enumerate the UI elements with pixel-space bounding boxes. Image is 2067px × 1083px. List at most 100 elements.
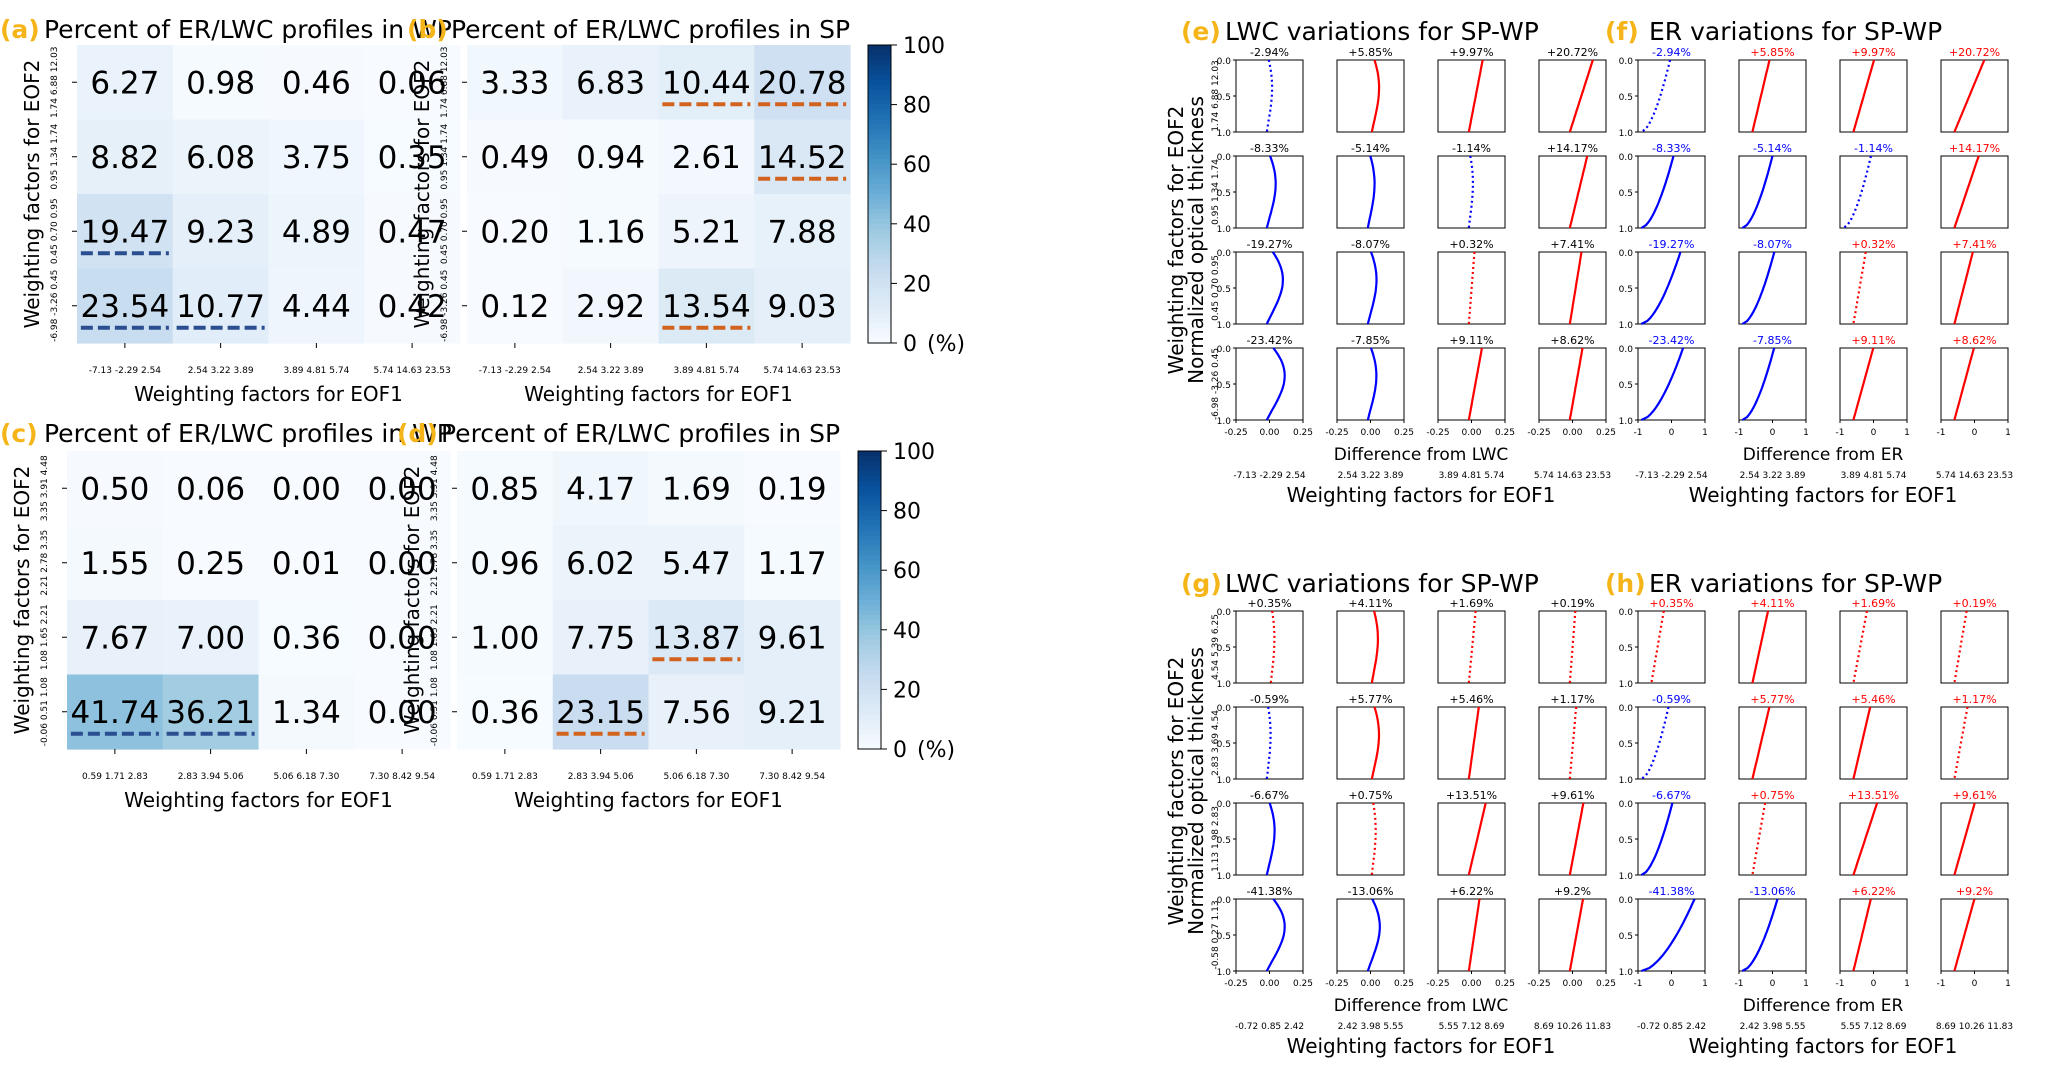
y-tick-label: 0.5 (1619, 189, 1633, 199)
y-tick-label: 0.5 (1217, 740, 1231, 750)
colorbar-segment (868, 84, 891, 91)
colorbar-segment (858, 490, 881, 497)
x-tick-label: 7.30 8.42 9.54 (759, 772, 825, 782)
x-tick-label: 0 (1669, 428, 1675, 438)
colorbar-segment (868, 139, 891, 145)
y-tick-label: 0.5 (1217, 93, 1231, 103)
profile-line (1265, 898, 1286, 972)
colorbar-segment (868, 119, 891, 126)
heatmap-value-label: 23.15 (556, 695, 645, 731)
y-tick-label: -6.98 -3.26 0.45 (440, 270, 450, 342)
y-tick-label: 1.0 (1217, 872, 1232, 882)
y-tick-label: 1.0 (1217, 129, 1232, 139)
x-tick-label: 0.25 (1394, 979, 1414, 989)
colorbar-segment (858, 485, 881, 492)
x-tick-label: 1 (1702, 428, 1708, 438)
heatmap-value-label: 0.20 (480, 214, 549, 250)
colorbar-segment (868, 328, 891, 334)
heatmap-value-label: 0.00 (272, 471, 341, 507)
x-tick-label: 1 (2005, 979, 2011, 989)
colorbar-segment (858, 619, 881, 626)
colorbar-segment (868, 203, 891, 210)
heatmap-cell (754, 194, 851, 270)
profile-subplot-frame (1940, 610, 2009, 684)
profile-subplot-frame (1940, 706, 2009, 780)
percent-change-label: -41.38% (1247, 885, 1293, 898)
outer-x-tick-label: 8.69 10.26 11.83 (1936, 1022, 2013, 1032)
percent-change-label: -19.27% (1649, 238, 1695, 251)
colorbar-segment (868, 74, 891, 81)
colorbar-segment (868, 159, 891, 165)
heatmap-value-label: 0.06 (176, 471, 245, 507)
percent-change-label: +0.19% (1952, 597, 1996, 610)
y-tick-label: -6.98 -3.26 0.45 (50, 270, 60, 342)
x-tick-label: -0.25 (1527, 428, 1550, 438)
colorbar-tick-label: 0 (893, 738, 907, 763)
percent-change-label: +8.62% (1952, 334, 1996, 347)
profile-line (1568, 155, 1589, 229)
inner-y-axis-label: Normalized optical thickness (1184, 96, 1208, 384)
colorbar-segment (868, 114, 891, 121)
y-tick-label: 0.0 (1217, 608, 1232, 618)
heatmap-cell (658, 45, 755, 121)
heatmap-value-label: 0.36 (272, 620, 341, 656)
percent-change-label: +20.72% (1949, 46, 2000, 59)
heatmap-value-label: 23.54 (81, 289, 170, 325)
colorbar-segment (868, 69, 891, 76)
profile-line (1467, 251, 1476, 325)
y-tick-label: 1.0 (1619, 872, 1634, 882)
x-tick-label: 0.25 (1596, 979, 1616, 989)
profile-line (1741, 898, 1779, 972)
inner-y-axis-label: Normalized optical thickness (1184, 647, 1208, 935)
heatmap-cell (268, 268, 365, 344)
profile-line (1467, 802, 1487, 876)
y-tick-label: 0.5 (1217, 644, 1231, 654)
x-tick-label: 1 (1904, 428, 1910, 438)
heatmap-value-label: 1.34 (272, 695, 341, 731)
colorbar-tick-label: 60 (893, 559, 921, 584)
percent-change-label: -13.06% (1750, 885, 1796, 898)
y-axis-label: Weighting factors for EOF2 (10, 466, 34, 735)
heatmap-cell (67, 525, 164, 601)
profile-subplot-frame (1738, 610, 1807, 684)
heatmap-value-label: 7.56 (662, 695, 731, 731)
profile-line (1366, 155, 1376, 229)
panel-letter: (e) (1181, 17, 1221, 46)
percent-change-label: -0.59% (1652, 693, 1691, 706)
colorbar-segment (868, 99, 891, 106)
profile-subplot-frame (1839, 802, 1908, 876)
percent-change-label: +13.51% (1848, 789, 1899, 802)
profile-line (1568, 706, 1578, 780)
x-tick-label: 0.25 (1394, 428, 1414, 438)
heatmap-value-label: 1.00 (470, 620, 539, 656)
profile-line (1852, 802, 1879, 876)
x-tick-label: 0.00 (1259, 428, 1279, 438)
percent-change-label: +5.77% (1750, 693, 1794, 706)
x-tick-label: -7.13 -2.29 2.54 (89, 366, 162, 376)
y-tick-label: 0.5 (1619, 740, 1633, 750)
colorbar-segment (868, 323, 891, 329)
profile-line (1568, 59, 1594, 133)
colorbar-unit: (%) (917, 738, 955, 763)
profile-subplot-frame (1637, 802, 1706, 876)
x-tick-label: 0.25 (1495, 979, 1515, 989)
heatmap-cell (467, 194, 564, 270)
percent-change-label: -0.59% (1250, 693, 1289, 706)
colorbar-segment (868, 104, 891, 111)
outer-x-tick-label: 2.54 3.22 3.89 (1338, 471, 1404, 481)
y-axis-label: Weighting factors for EOF2 (20, 60, 44, 329)
colorbar-segment (868, 45, 891, 51)
colorbar-segment (858, 694, 881, 700)
y-tick-label: 0.0 (1619, 57, 1634, 67)
colorbar-segment (858, 629, 881, 636)
colorbar-segment (868, 64, 891, 71)
heatmap-value-label: 4.89 (282, 214, 351, 250)
percent-change-label: -8.07% (1753, 238, 1792, 251)
colorbar-segment (858, 590, 881, 596)
profile-line (1953, 251, 1974, 325)
heatmap-cell (77, 194, 174, 270)
y-tick-label: 1.74 6.88 12.03 (440, 46, 450, 118)
profile-subplot-frame (1437, 155, 1506, 229)
profile-line (1366, 347, 1378, 421)
heatmap-cell (658, 194, 755, 270)
